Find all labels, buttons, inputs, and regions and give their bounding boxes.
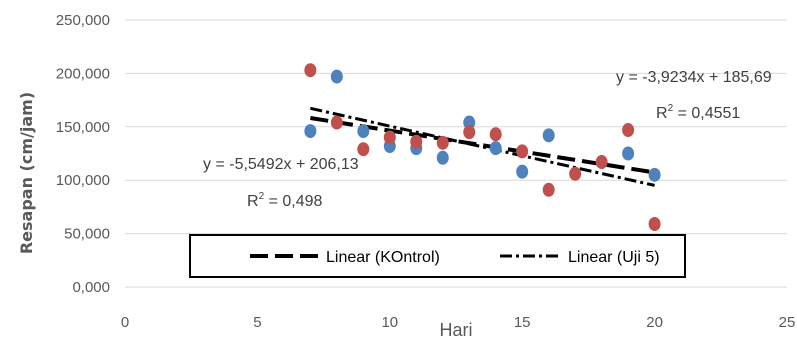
- data-point-series-1: [436, 150, 449, 165]
- data-point-series-2: [383, 130, 396, 145]
- data-point-series-2: [304, 63, 317, 78]
- data-point-series-1: [489, 141, 502, 156]
- y-tick-label: 50,000: [64, 226, 110, 243]
- data-point-series-1: [648, 167, 661, 182]
- data-point-series-2: [463, 125, 476, 140]
- annotation-2-equation: y = -5,5492x + 206,13: [203, 156, 359, 173]
- data-point-series-1: [304, 124, 317, 139]
- x-tick-label: 20: [646, 314, 663, 331]
- data-point-series-1: [516, 164, 529, 179]
- x-tick-label: 0: [121, 314, 129, 331]
- x-tick-label: 25: [779, 314, 796, 331]
- y-tick-label: 250,000: [56, 12, 110, 29]
- legend-label-uji5: Linear (Uji 5): [568, 249, 660, 266]
- annotation-2: y = -5,5492x + 206,13 R2 = 0,498: [203, 156, 359, 210]
- y-axis-title: Resapan (cm/jam): [17, 92, 36, 254]
- data-point-series-2: [330, 115, 343, 130]
- data-point-series-1: [357, 124, 370, 139]
- annotation-1: y = -3,9234x + 185,69 R2 = 0,4551: [616, 69, 772, 122]
- data-points: [304, 63, 661, 231]
- y-tick-labels: 0,000 50,000 100,000 150,000 200,000 250,000: [56, 12, 110, 296]
- gridlines: [125, 19, 787, 288]
- x-tick-labels: 0 5 10 15 20 25: [121, 314, 796, 331]
- y-tick-label: 150,000: [56, 119, 110, 136]
- legend-label-kontrol: Linear (KOntrol): [326, 249, 440, 266]
- data-point-series-2: [622, 123, 635, 138]
- data-point-series-2: [569, 166, 582, 181]
- y-tick-label: 200,000: [56, 65, 110, 82]
- data-point-series-2: [542, 182, 555, 197]
- legend-box: [189, 234, 686, 278]
- data-point-series-2: [357, 142, 370, 157]
- data-point-series-2: [436, 135, 449, 150]
- y-tick-label: 100,000: [56, 172, 110, 189]
- data-point-series-1: [542, 128, 555, 143]
- x-axis-title: Hari: [439, 320, 472, 340]
- legend: Linear (KOntrol) Linear (Uji 5): [189, 234, 686, 278]
- y-tick-label: 0,000: [72, 279, 110, 296]
- annotation-1-equation: y = -3,9234x + 185,69: [616, 69, 772, 86]
- x-tick-label: 15: [514, 314, 531, 331]
- x-tick-label: 5: [253, 314, 261, 331]
- data-point-series-2: [410, 134, 423, 149]
- data-point-series-2: [516, 144, 529, 159]
- annotation-2-r2: R2 = 0,498: [247, 191, 323, 210]
- data-point-series-1: [330, 69, 343, 84]
- x-tick-label: 10: [381, 314, 398, 331]
- data-point-series-1: [622, 146, 635, 161]
- data-point-series-1: [463, 115, 476, 130]
- data-point-series-2: [648, 216, 661, 231]
- trendline-2: [310, 106, 655, 187]
- data-point-series-2: [489, 127, 502, 142]
- annotation-1-r2: R2 = 0,4551: [656, 103, 740, 122]
- data-point-series-2: [595, 155, 608, 170]
